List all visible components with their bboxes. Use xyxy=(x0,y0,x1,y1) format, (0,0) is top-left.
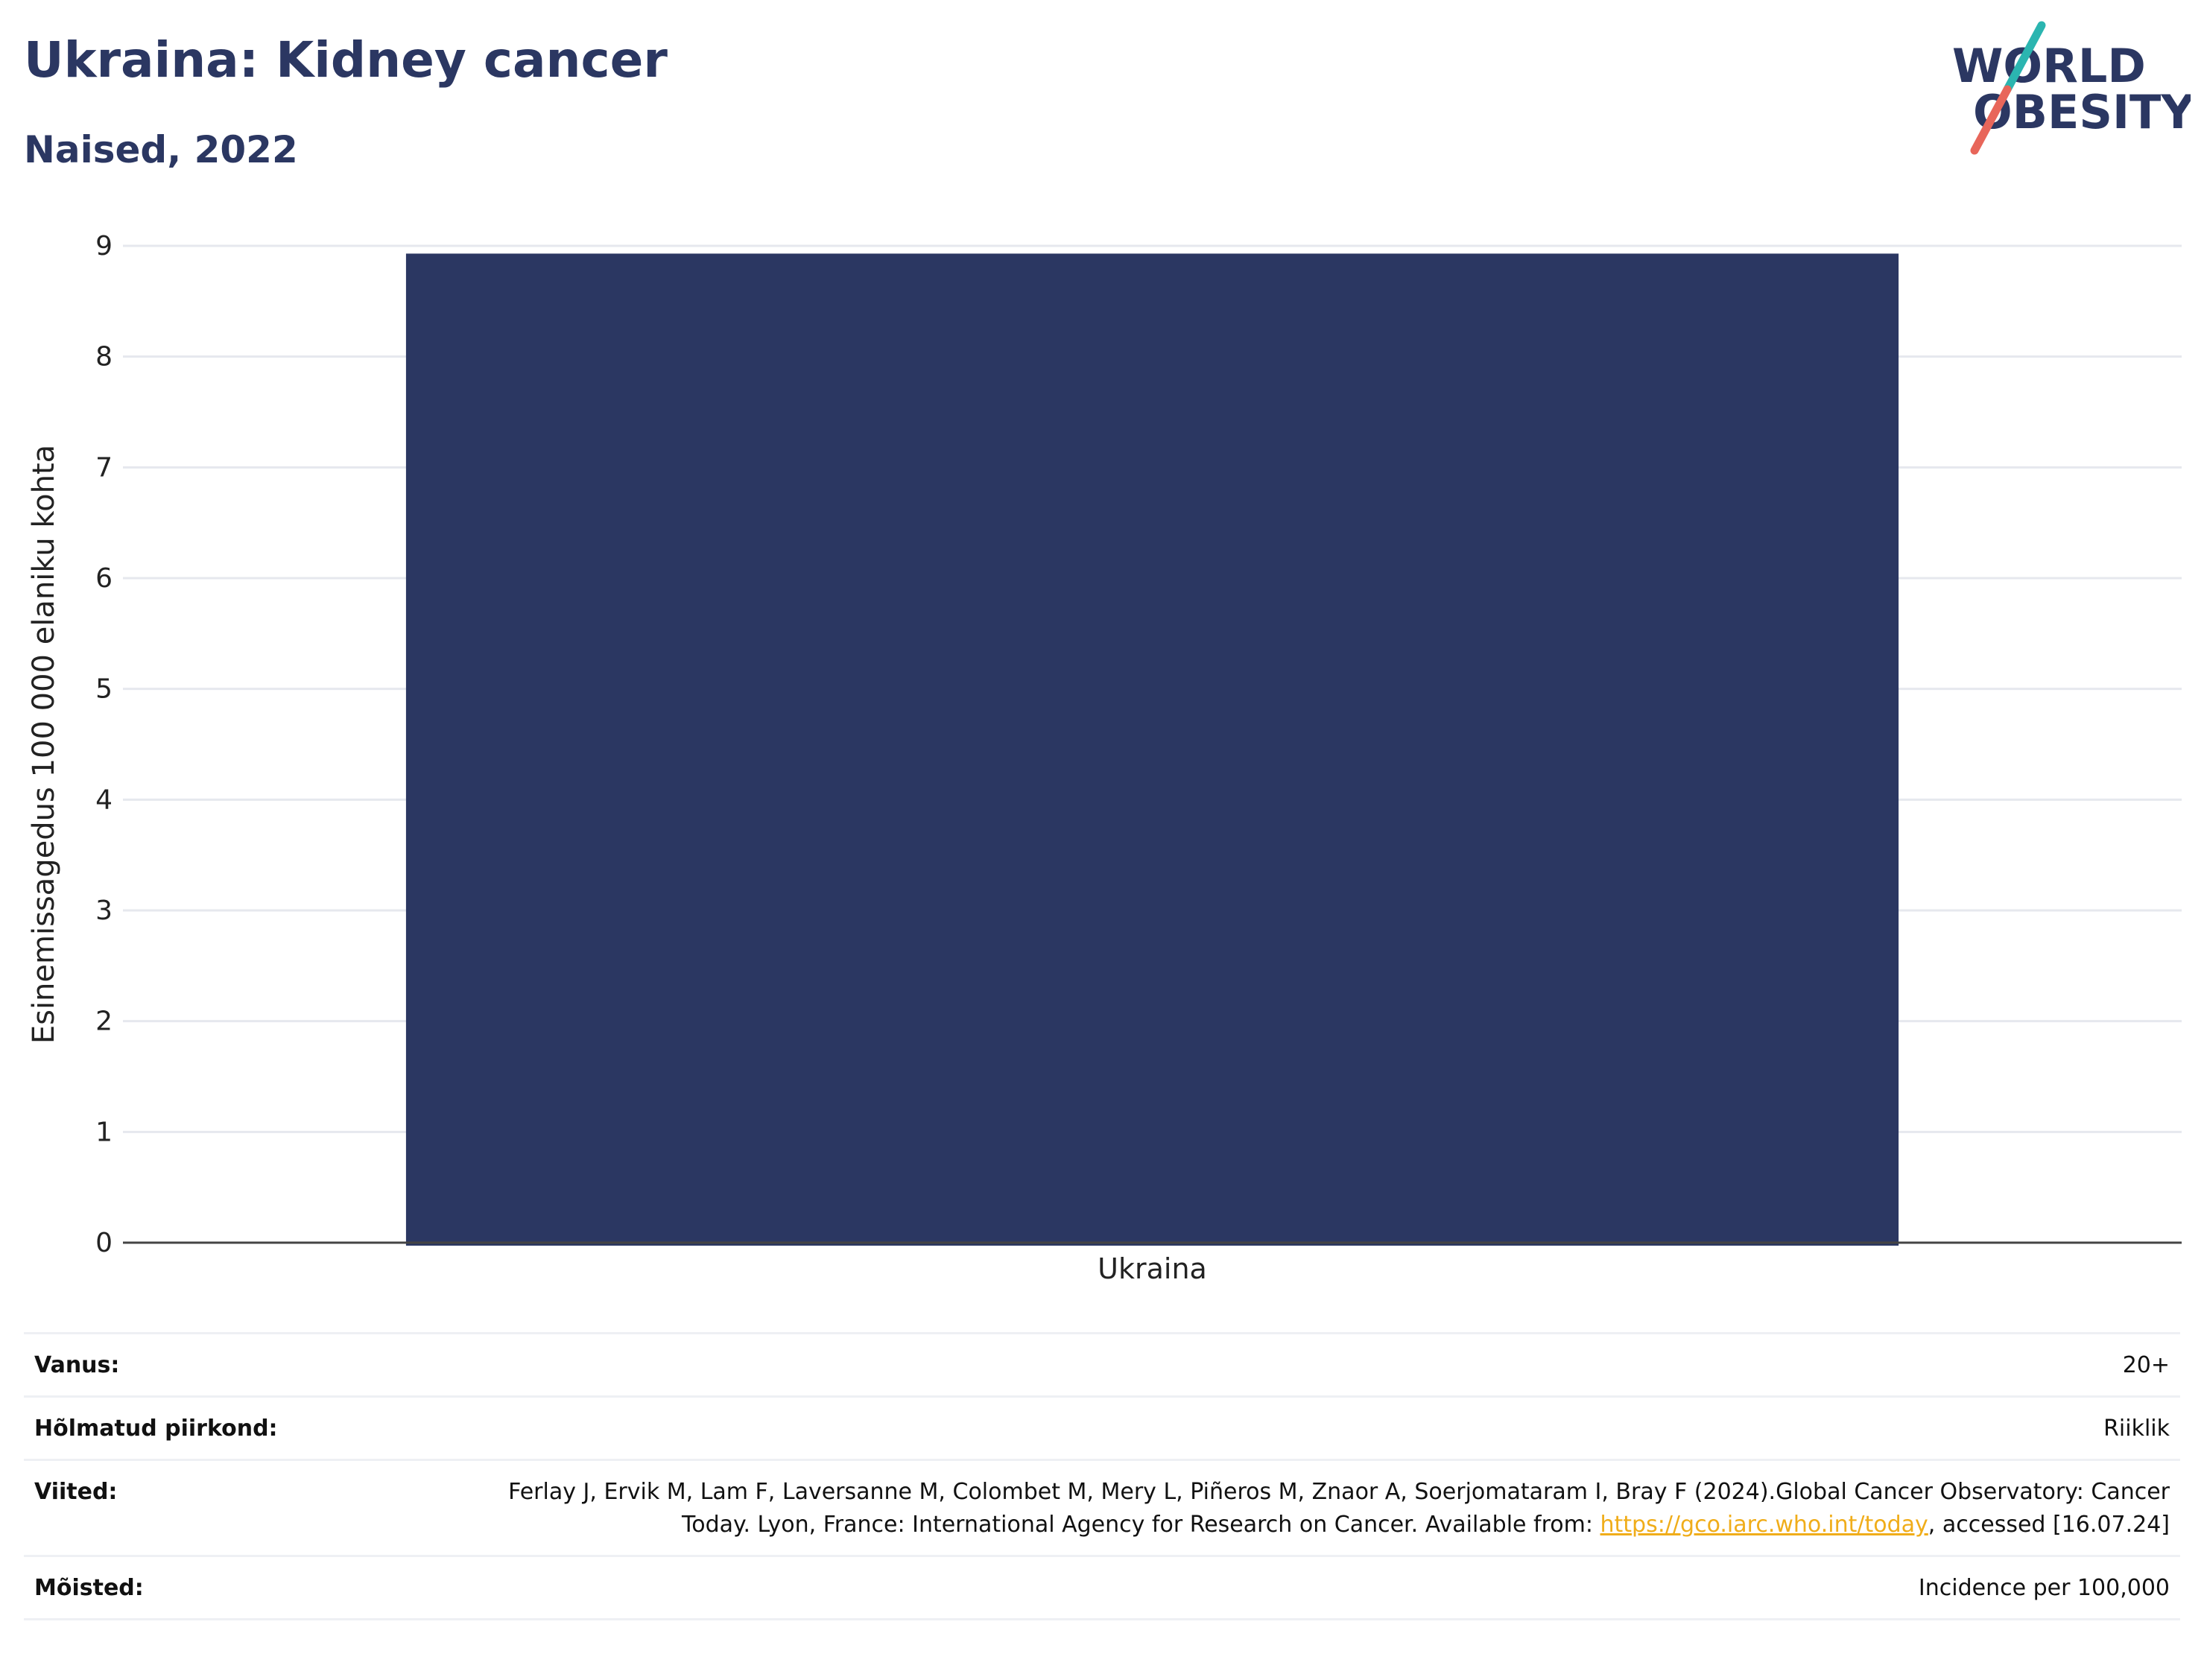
y-tick-label: 7 xyxy=(95,452,113,483)
info-label-age: Vanus: xyxy=(34,1352,120,1378)
y-tick-label: 2 xyxy=(95,1007,113,1037)
info-table: Vanus: 20+ Hõlmatud piirkond: Riiklik Vi… xyxy=(24,1332,2180,1620)
info-row-age: Vanus: 20+ xyxy=(24,1334,2180,1398)
y-tick-label: 6 xyxy=(95,563,113,594)
chart-subtitle: Naised, 2022 xyxy=(24,128,298,171)
info-label-definitions: Mõisted: xyxy=(34,1575,144,1601)
y-tick-label: 1 xyxy=(95,1117,113,1147)
y-tick-label: 3 xyxy=(95,896,113,926)
bar xyxy=(405,253,1899,1246)
info-label-region: Hõlmatud piirkond: xyxy=(34,1416,278,1442)
y-tick-label: 8 xyxy=(95,342,113,373)
bar-chart: 0 1 2 3 4 5 6 7 8 9 Ukraina Esinemissagedus 100 000… xyxy=(27,231,2182,1285)
logo-text-world: WORLD xyxy=(1952,39,2146,93)
chart-title: Ukraina: Kidney cancer xyxy=(24,31,668,89)
reference-link[interactable]: https://gco.iarc.who.int/today xyxy=(1600,1512,1928,1538)
y-axis-title: Esinemissagedus 100 000 elaniku kohta xyxy=(27,445,61,1044)
x-tick-label: Ukraina xyxy=(1098,1252,1207,1285)
info-value-age: 20+ xyxy=(2122,1352,2170,1378)
logo-slash-top xyxy=(2003,21,2046,94)
y-tick-label: 9 xyxy=(95,231,113,261)
y-tick-label: 5 xyxy=(95,674,113,705)
logo-slash-bottom xyxy=(1970,85,2012,155)
y-tick-label: 4 xyxy=(95,784,113,815)
y-tick-label: 0 xyxy=(95,1228,113,1258)
world-obesity-logo: WORLD OBESITY xyxy=(1952,21,2191,155)
info-row-region: Hõlmatud piirkond: Riiklik xyxy=(24,1398,2180,1461)
info-value-references: Ferlay J, Ervik M, Lam F, Laversanne M, … xyxy=(456,1476,2170,1541)
reference-text: Ferlay J, Ervik M, Lam F, Laversanne M, … xyxy=(508,1479,2170,1538)
info-row-references: Viited: Ferlay J, Ervik M, Lam F, Lavers… xyxy=(24,1461,2180,1557)
reference-accessed: , accessed [16.07.24] xyxy=(1928,1512,2170,1538)
info-row-definitions: Mõisted: Incidence per 100,000 xyxy=(24,1557,2180,1620)
info-value-region: Riiklik xyxy=(2103,1416,2170,1442)
info-value-definitions: Incidence per 100,000 xyxy=(1918,1575,2170,1601)
info-label-references: Viited: xyxy=(34,1479,118,1505)
